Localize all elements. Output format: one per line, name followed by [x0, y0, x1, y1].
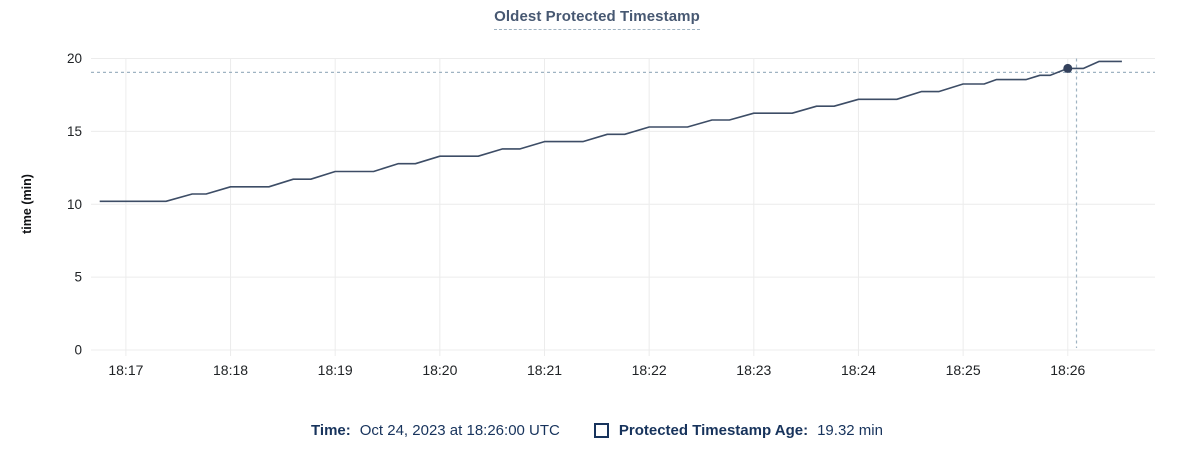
checkbox-icon[interactable]	[593, 423, 609, 438]
legend-time: Time: Oct 24, 2023 at 18:26:00 UTC	[311, 422, 560, 439]
legend-time-label: Time:	[311, 422, 351, 439]
y-axis-label: time (min)	[20, 174, 34, 234]
x-tick-label: 18:18	[213, 362, 248, 378]
legend-series-toggle[interactable]: Protected Timestamp Age: 19.32 min	[593, 422, 883, 439]
x-tick-label: 18:25	[946, 362, 981, 378]
y-tick-label: 5	[74, 270, 82, 285]
y-tick-label: 20	[67, 51, 82, 66]
x-tick-label: 18:24	[841, 362, 876, 378]
legend-series-value: 19.32 min	[817, 422, 883, 439]
hover-point	[1063, 63, 1073, 73]
x-tick-label: 18:20	[422, 362, 457, 378]
x-tick-label: 18:26	[1050, 362, 1085, 378]
timeseries-plot[interactable]: 0 5 10 15 20 18:17 18:18 18:19 18:20 18:21 18:22 18…	[0, 0, 1194, 400]
chart-title[interactable]: Oldest Protected Timestamp	[494, 8, 700, 30]
series-line	[99, 60, 1122, 203]
x-tick-label: 18:23	[736, 362, 771, 378]
x-tick-label: 18:17	[108, 362, 143, 378]
y-tick-label: 0	[74, 343, 82, 358]
chart-legend: Time: Oct 24, 2023 at 18:26:00 UTC Prote…	[0, 422, 1194, 439]
legend-time-value: Oct 24, 2023 at 18:26:00 UTC	[359, 422, 560, 439]
x-tick-label: 18:22	[632, 362, 667, 378]
y-tick-label: 10	[67, 197, 82, 212]
legend-series-label: Protected Timestamp Age:	[618, 422, 809, 439]
y-tick-label: 15	[67, 124, 82, 139]
x-tick-label: 18:19	[318, 362, 353, 378]
chart-title-row: Oldest Protected Timestamp	[0, 8, 1194, 30]
x-tick-label: 18:21	[527, 362, 562, 378]
